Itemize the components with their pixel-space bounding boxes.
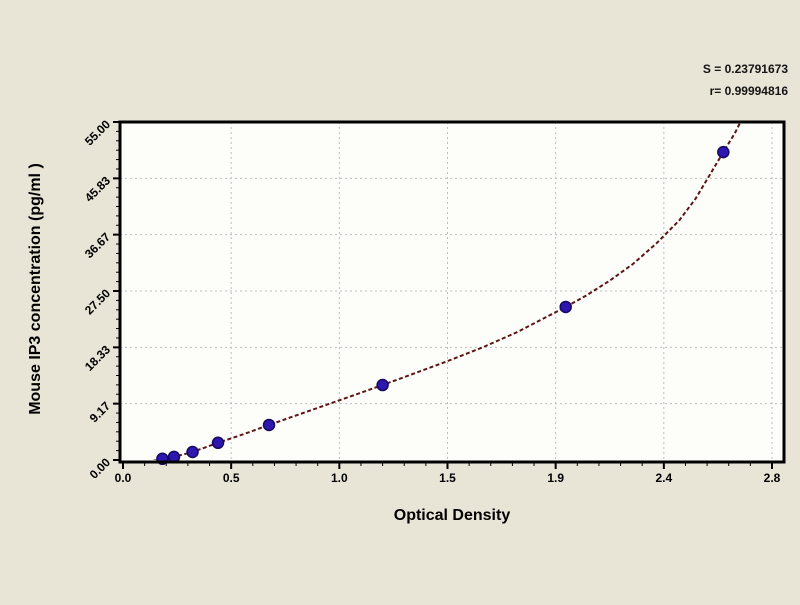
data-point-marker xyxy=(186,445,199,459)
x-axis-title: Optical Density xyxy=(393,507,511,524)
y-tick-label: 0.00 xyxy=(87,455,114,482)
fit-stat-s: S = 0.23791673 xyxy=(702,62,788,76)
fit-statistics: S = 0.23791673 r= 0.99994816 xyxy=(703,58,788,102)
y-tick-label: 9.17 xyxy=(87,399,114,426)
x-tick-label: 2.4 xyxy=(655,471,672,485)
data-point-marker xyxy=(262,418,276,432)
plot-background xyxy=(120,122,784,462)
x-tick-label: 2.8 xyxy=(764,471,781,485)
x-tick-label: 0.5 xyxy=(223,471,240,485)
data-point-marker xyxy=(559,300,572,314)
data-point-marker xyxy=(717,145,730,159)
y-axis-title: Mouse IP3 concentration (pg/ml ) xyxy=(27,163,44,415)
x-tick-label: 1.0 xyxy=(331,471,348,485)
data-point-marker xyxy=(376,378,389,392)
y-tick-label: 18.33 xyxy=(82,342,113,373)
fit-stat-r: r= 0.99994816 xyxy=(709,84,788,98)
y-tick-label: 55.00 xyxy=(82,117,113,148)
x-tick-label: 1.9 xyxy=(547,471,564,485)
x-tick-label: 1.5 xyxy=(439,471,456,485)
plot-border xyxy=(118,120,786,464)
y-tick-label: 45.83 xyxy=(82,173,113,204)
data-point-marker xyxy=(211,436,225,450)
y-tick-label: 36.67 xyxy=(82,230,113,261)
y-tick-label: 27.50 xyxy=(82,286,113,317)
x-tick-label: 0.0 xyxy=(115,471,132,485)
